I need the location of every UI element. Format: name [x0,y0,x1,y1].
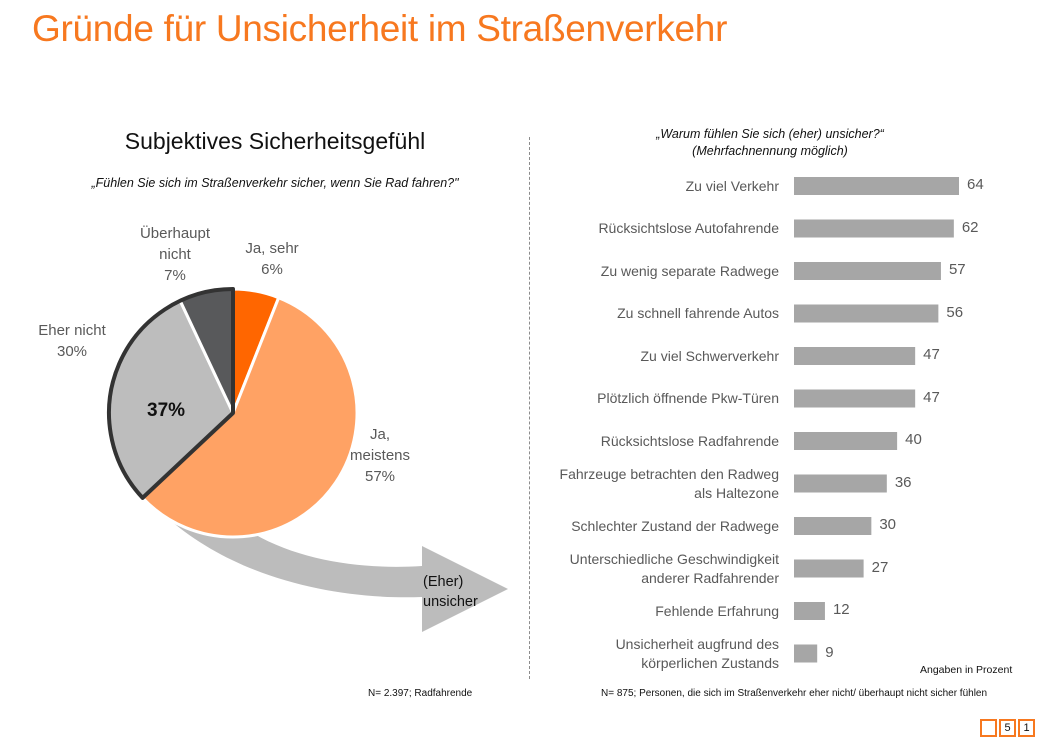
bar-category-label: Rücksichtslose Autofahrende [598,219,779,238]
bar-category-line: als Haltezone [694,484,779,501]
page-indicator-box: 5 [999,719,1016,737]
bar-value-label: 40 [905,431,922,448]
bar-value-label: 47 [923,346,940,363]
bar-chart-question-line2: (Mehrfachnennung möglich) [692,144,848,158]
bar-category-line: Unsicherheit augfrund des [615,635,779,652]
bar-value-label: 57 [948,261,966,278]
bar-category-label: Unsicherheit augfrund des körperlichen Zu… [616,635,779,673]
bar-category-label: Schlechter Zustand der Radwege [571,517,779,536]
bar-value-label: 56 [946,303,964,321]
bar-chart-question: „Warum fühlen Sie sich (eher) unsicher?“… [560,126,980,160]
bar-category-label: Zu viel Verkehr [686,177,779,196]
bar-category-line: Unterschiedliche Geschwindigkeit [569,550,779,567]
bar-category-line: Zu schnell fahrende Autos [617,305,779,321]
arrow-label: (Eher) unsicher [423,572,478,612]
pie-label-1: Ja, meistens 57% [340,424,420,487]
bar-6 [794,432,898,450]
pie-slice-1 [140,295,359,539]
unit-note: Angaben in Prozent [920,664,1013,676]
bar-7 [794,474,887,493]
pie-chart [107,287,508,632]
unsafe-arrow-shape [170,520,508,632]
bar-category-line: Zu viel Schwerverkehr [640,347,780,364]
bar-value-label: 36 [894,473,912,491]
bar-11 [794,644,818,663]
bar-1 [794,219,954,238]
bar-value-label: 47 [923,388,940,406]
bar-category-line: Fahrzeuge betrachten den Radweg [559,465,779,482]
bar-category-label: Zu viel Schwerverkehr [641,347,780,366]
bar-value-label: 27 [871,558,889,576]
unsafe-group-outline [107,287,235,500]
pie-label-text: nicht [159,246,191,263]
bar-category-label: Zu wenig separate Radwege [601,262,779,281]
arrow-label-line2: unsicher [423,594,478,610]
bar-2 [794,262,941,280]
arrow-label-line1: (Eher) [423,574,464,590]
bar-category-label: Fahrzeuge betrachten den Radweg als Halte… [560,465,779,503]
bar-8 [794,517,872,535]
pie-label-value: 57% [364,468,396,485]
pie-label-value: 6% [261,261,283,278]
bar-category-line: Zu viel Verkehr [685,177,779,194]
bar-value-label: 64 [967,176,984,193]
bar-category-label: Fehlende Erfahrung [655,602,779,621]
pie-chart-title: Subjektives Sicherheitsgefühl [124,128,426,154]
panel-divider [529,137,530,679]
pie-label-value: 30% [56,343,88,360]
pie-label-text: Eher nicht [38,322,106,339]
bar-category-label: Rücksichtslose Radfahrende [601,432,779,451]
bar-value-label: 62 [961,218,979,236]
bar-category-label: Zu schnell fahrende Autos [617,304,779,323]
pie-label-3: Überhaupt nicht 7% [125,223,225,286]
bar-category-line: körperlichen Zustands [641,654,779,671]
page-indicator-box [980,719,997,737]
pie-label-0: Ja, sehr 6% [232,238,312,280]
bar-category-line: Schlechter Zustand der Radwege [571,517,779,534]
bar-value-label: 12 [832,601,850,618]
bar-value-label: 9 [825,643,834,661]
bar-value-label: 30 [879,516,897,533]
pie-chart-question: „Fühlen Sie sich im Straßenverkehr siche… [91,176,459,190]
pie-label-text: Überhaupt [139,225,211,242]
bar-10 [794,602,825,620]
pie-label-text: Ja, [369,426,390,443]
pie-label-text: Ja, sehr [245,240,299,257]
page-indicator-box: 1 [1018,719,1035,737]
bar-category-line: anderer Radfahrender [641,569,779,586]
bar-category-line: Rücksichtslose Radfahrende [600,432,779,449]
bar-chart-question-line1: „Warum fühlen Sie sich (eher) unsicher?“ [656,127,884,141]
bar-category-line: Rücksichtslose Autofahrende [598,220,779,236]
bar-0 [794,177,959,195]
bar-3 [794,304,939,323]
bar-category-label: Unterschiedliche Geschwindigkeit anderer … [570,550,779,588]
pie-label-2: Eher nicht 30% [22,320,122,362]
bar-5 [794,389,916,408]
bar-category-line: Fehlende Erfahrung [655,602,779,619]
bar-category-label: Plötzlich öffnende Pkw-Türen [597,389,779,408]
pie-label-value: 7% [164,267,186,284]
bar-category-line: Plötzlich öffnende Pkw-Türen [597,390,779,406]
bar-4 [794,347,916,365]
footnote-left: N= 2.397; Radfahrende [368,688,473,699]
pie-label-text: meistens [349,447,411,464]
footnote-right: N= 875; Personen, die sich im Straßenver… [601,688,988,699]
page-title: Gründe für Unsicherheit im Straßenverkeh… [32,8,728,49]
unsafe-total-label: 37% [147,400,186,421]
bar-category-line: Zu wenig separate Radwege [600,262,779,279]
bar-9 [794,559,864,578]
